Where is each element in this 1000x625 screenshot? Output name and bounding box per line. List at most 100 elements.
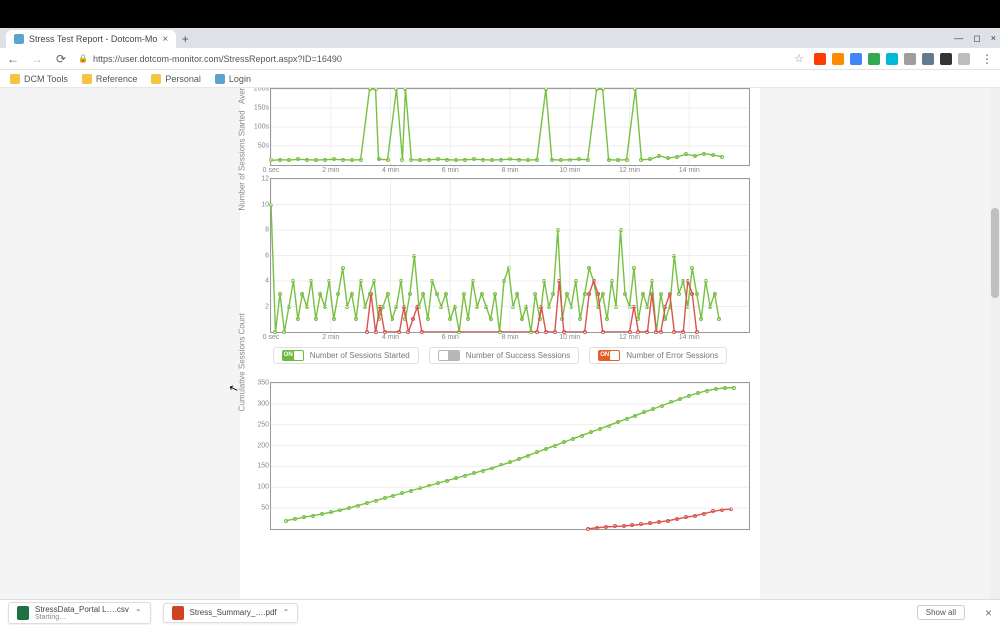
extension-icon[interactable] [868, 53, 880, 65]
chart-plot: 50100150200250300350 [270, 382, 750, 530]
chart-ylabel: Cumulative Sessions Count [238, 313, 247, 411]
chart: Cumulative Sessions Count501001502002503… [250, 382, 750, 530]
scroll-thumb[interactable] [991, 208, 999, 298]
lock-icon: 🔒 [78, 54, 88, 63]
ytick-label: 300 [257, 400, 269, 407]
browser-window: Stress Test Report - Dotcom-Mo × + — ◻ ×… [0, 28, 1000, 625]
chart-series-line [271, 89, 722, 160]
xtick-label: 6 min [442, 167, 459, 174]
folder-icon [215, 74, 225, 84]
xtick-label: 6 min [442, 334, 459, 341]
tab-favicon-icon [14, 34, 24, 44]
report-page: Average Respo50s100s150s200s0 sec2 min4 … [240, 88, 760, 625]
ytick-label: 6 [265, 252, 269, 259]
ytick-label: 150s [254, 105, 269, 112]
folder-icon [82, 74, 92, 84]
url-field[interactable]: 🔒 https://user.dotcom-monitor.com/Stress… [78, 54, 784, 64]
extension-icon[interactable] [922, 53, 934, 65]
chart-plot: 246810120 sec2 min4 min6 min8 min10 min1… [270, 178, 750, 333]
xtick-label: 0 sec [263, 167, 280, 174]
download-item[interactable]: StressData_Portal L….csvStarting… ⌃ [8, 602, 151, 624]
chart-legend: ONNumber of Sessions Started Number of Su… [250, 347, 750, 364]
legend-item[interactable]: ON Number of Error Sessions [589, 347, 727, 364]
chevron-up-icon[interactable]: ⌃ [283, 608, 290, 617]
bookmark-item[interactable]: Login [215, 74, 251, 84]
folder-icon [151, 74, 161, 84]
bookmark-item[interactable]: Personal [151, 74, 201, 84]
back-button[interactable]: ← [6, 52, 20, 66]
ytick-label: 8 [265, 227, 269, 234]
ytick-label: 4 [265, 278, 269, 285]
chevron-up-icon[interactable]: ⌃ [135, 608, 142, 617]
legend-toggle[interactable]: ON [598, 350, 620, 361]
new-tab-button[interactable]: + [176, 30, 194, 48]
xtick-label: 14 min [679, 167, 700, 174]
ytick-label: 250 [257, 421, 269, 428]
chart: Number of Sessions Started246810120 sec2… [250, 178, 750, 333]
legend-toggle[interactable] [438, 350, 460, 361]
legend-item[interactable]: ONNumber of Sessions Started [273, 347, 419, 364]
chart-series-line [588, 509, 731, 529]
bookmark-item[interactable]: Reference [82, 74, 138, 84]
tab-bar: Stress Test Report - Dotcom-Mo × + — ◻ × [0, 28, 1000, 48]
xtick-label: 14 min [679, 334, 700, 341]
bookmark-label: Login [229, 74, 251, 84]
reload-button[interactable]: ⟳ [54, 52, 68, 66]
show-all-button[interactable]: Show all [917, 605, 965, 620]
download-filename: StressData_Portal L….csv [35, 605, 129, 614]
ytick-label: 200 [257, 442, 269, 449]
forward-button[interactable]: → [30, 52, 44, 66]
window-minimize-icon[interactable]: — [954, 33, 963, 43]
download-item[interactable]: Stress_Summary_….pdf ⌃ [163, 603, 299, 623]
ytick-label: 50s [258, 143, 269, 150]
extension-icon[interactable] [940, 53, 952, 65]
xtick-label: 12 min [619, 334, 640, 341]
chart-svg [271, 89, 749, 165]
xtick-label: 2 min [322, 334, 339, 341]
window-controls: — ◻ × [954, 28, 996, 48]
ytick-label: 10 [261, 201, 269, 208]
extension-icon[interactable] [904, 53, 916, 65]
extension-icon[interactable] [814, 53, 826, 65]
ytick-label: 350 [257, 380, 269, 387]
ytick-label: 12 [261, 176, 269, 183]
menu-icon[interactable]: ⋮ [980, 52, 994, 66]
bookmark-item[interactable]: DCM Tools [10, 74, 68, 84]
window-close-icon[interactable]: × [991, 33, 996, 43]
ytick-label: 100 [257, 484, 269, 491]
xtick-label: 12 min [619, 167, 640, 174]
chart-plot: 50s100s150s200s0 sec2 min4 min6 min8 min… [270, 88, 750, 166]
ytick-label: 50 [261, 505, 269, 512]
extension-icon[interactable] [886, 53, 898, 65]
browser-tab[interactable]: Stress Test Report - Dotcom-Mo × [6, 30, 176, 48]
legend-item[interactable]: Number of Success Sessions [429, 347, 580, 364]
legend-label: Number of Error Sessions [626, 351, 718, 360]
scrollbar[interactable] [990, 88, 1000, 625]
legend-toggle[interactable]: ON [282, 350, 304, 361]
window-maximize-icon[interactable]: ◻ [973, 33, 980, 44]
bookmarks-bar: DCM Tools Reference Personal Login [0, 70, 1000, 88]
address-bar: ← → ⟳ 🔒 https://user.dotcom-monitor.com/… [0, 48, 1000, 70]
bookmark-label: DCM Tools [24, 74, 68, 84]
extension-icon[interactable] [958, 53, 970, 65]
xtick-label: 4 min [382, 167, 399, 174]
ytick-label: 200s [254, 88, 269, 93]
ytick-label: 150 [257, 463, 269, 470]
file-icon [172, 606, 184, 620]
xtick-label: 0 sec [263, 334, 280, 341]
extension-icon[interactable] [850, 53, 862, 65]
xtick-label: 10 min [559, 334, 580, 341]
chart-series-line [271, 205, 719, 333]
download-info: StressData_Portal L….csvStarting… [35, 605, 129, 621]
extension-icon[interactable] [832, 53, 844, 65]
chart-svg [271, 383, 749, 529]
tab-close-icon[interactable]: × [162, 34, 168, 45]
bookmark-label: Personal [165, 74, 201, 84]
close-downloads-icon[interactable]: × [985, 606, 992, 620]
page-content: Average Respo50s100s150s200s0 sec2 min4 … [0, 88, 1000, 625]
xtick-label: 10 min [559, 167, 580, 174]
bookmark-label: Reference [96, 74, 138, 84]
tab-title: Stress Test Report - Dotcom-Mo [29, 34, 157, 44]
bookmark-star-icon[interactable]: ☆ [794, 52, 804, 65]
folder-icon [10, 74, 20, 84]
